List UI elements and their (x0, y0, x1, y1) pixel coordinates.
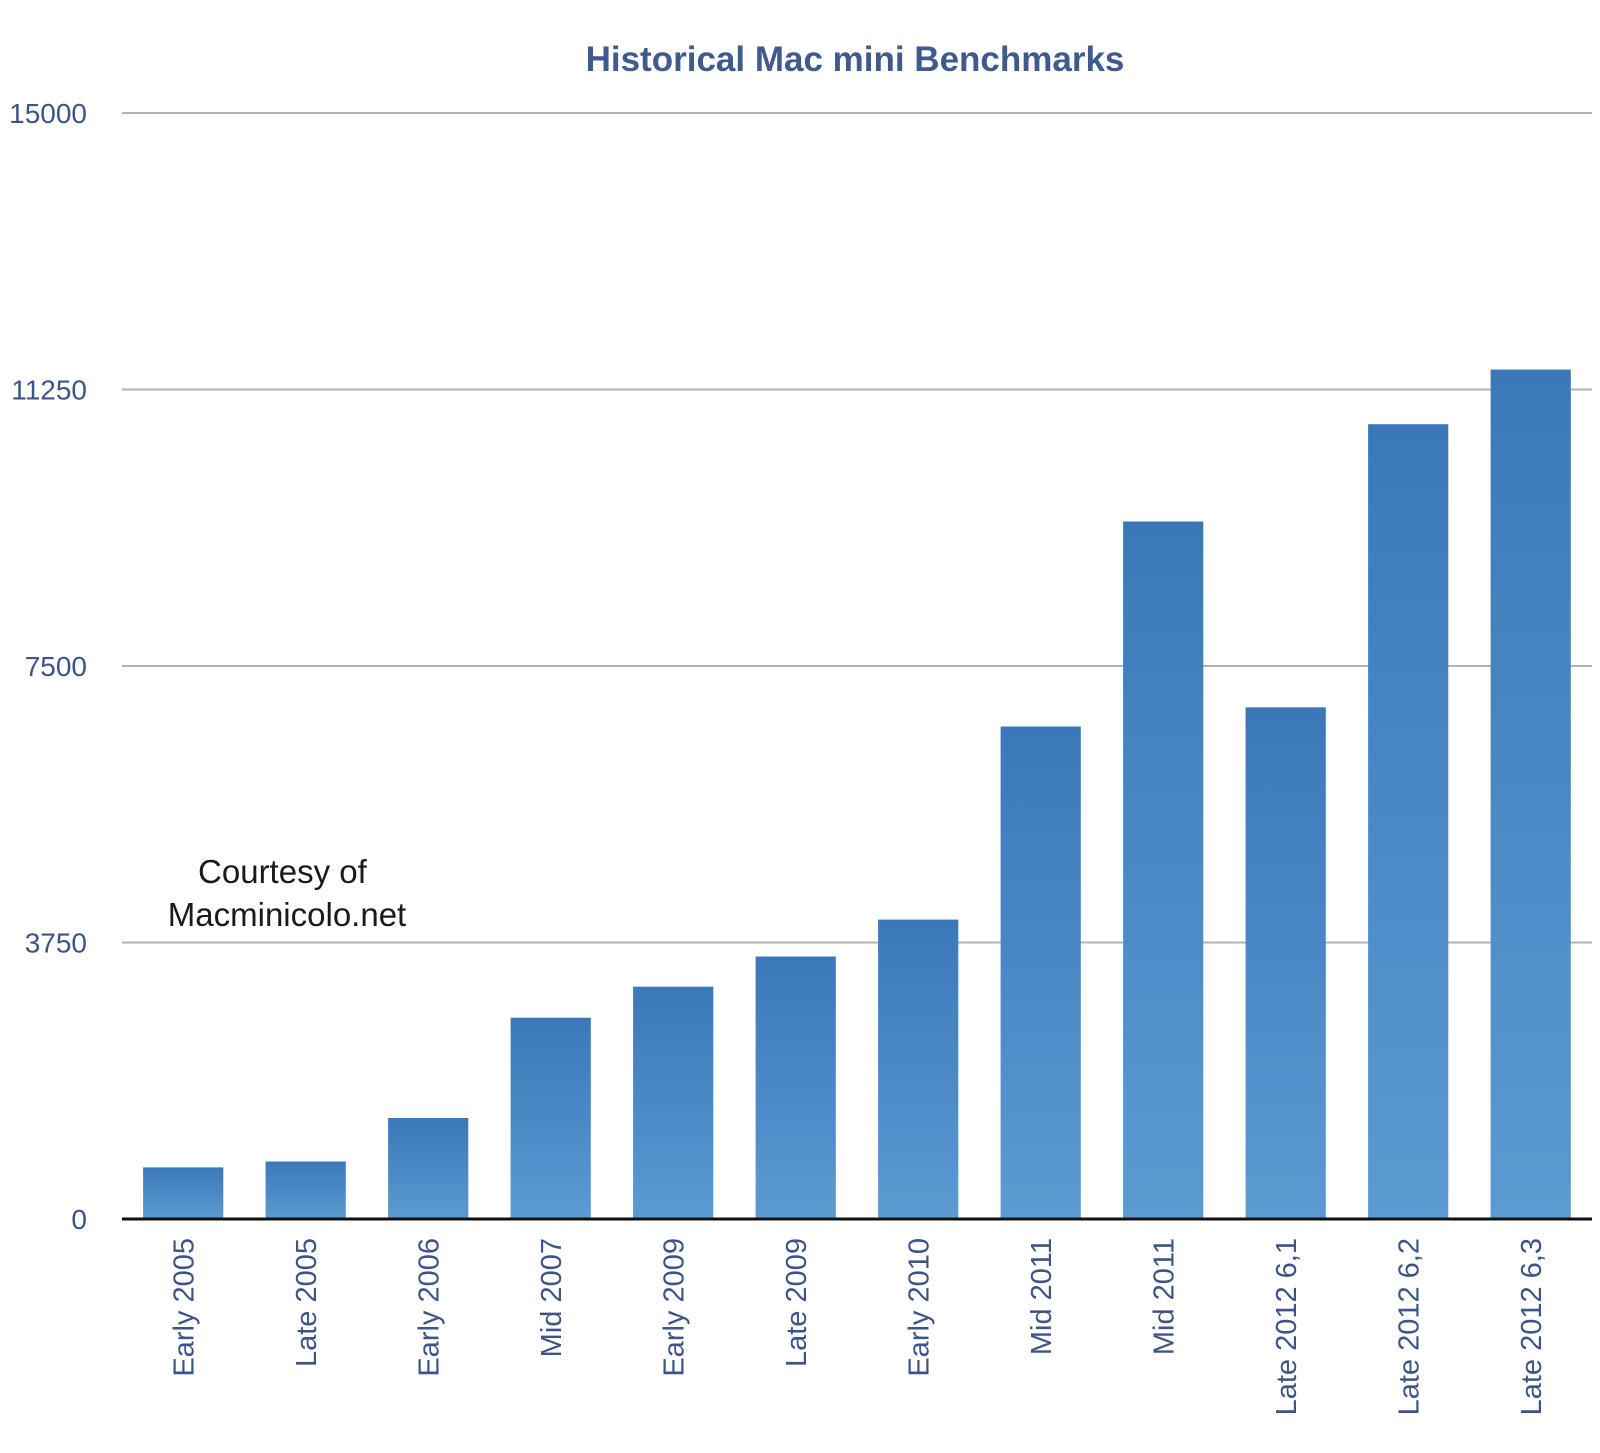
bar (388, 1118, 469, 1219)
x-axis-ticks: Early 2005 Late 2005 Early 2006 Mid 2007 Ear… (168, 1238, 1548, 1415)
y-tick-label: 7500 (25, 651, 87, 682)
courtesy-line-2: Macminicolo.net (168, 896, 406, 933)
x-tick-label: Mid 2011 (1148, 1238, 1180, 1355)
x-tick-label: Late 2009 (781, 1238, 813, 1367)
bar (143, 1167, 224, 1219)
x-tick-label: Mid 2007 (536, 1238, 568, 1357)
courtesy-line-1: Courtesy of (198, 853, 368, 890)
x-tick-label: Early 2005 (168, 1238, 200, 1377)
bars (143, 369, 1571, 1220)
bar (510, 1017, 591, 1219)
x-tick-label: Late 2012 6,1 (1271, 1238, 1303, 1415)
y-axis-ticks: 0 3750 7500 11250 15000 (9, 98, 87, 1235)
y-tick-label: 11250 (11, 375, 87, 406)
chart-title: Historical Mac mini Benchmarks (586, 40, 1125, 79)
x-tick-label: Early 2009 (658, 1238, 690, 1377)
bar (1245, 707, 1326, 1219)
bar (755, 956, 836, 1219)
bar (265, 1161, 346, 1219)
x-tick-label: Late 2005 (291, 1238, 323, 1367)
bar (1000, 726, 1081, 1219)
bar (1123, 521, 1204, 1219)
bar (1368, 424, 1449, 1219)
y-tick-label: 15000 (9, 98, 87, 129)
gridlines (122, 112, 1592, 944)
bar (1490, 369, 1571, 1220)
x-tick-label: Late 2012 6,3 (1516, 1238, 1548, 1415)
x-tick-label: Late 2012 6,2 (1393, 1238, 1425, 1415)
y-tick-label: 3750 (25, 928, 87, 959)
x-tick-label: Mid 2011 (1026, 1238, 1058, 1355)
bar (633, 986, 714, 1219)
courtesy-annotation: Courtesy of Macminicolo.net (168, 853, 406, 933)
x-tick-label: Early 2010 (903, 1238, 935, 1377)
x-tick-label: Early 2006 (413, 1238, 445, 1377)
y-tick-label: 0 (71, 1204, 87, 1235)
bar (878, 919, 959, 1219)
